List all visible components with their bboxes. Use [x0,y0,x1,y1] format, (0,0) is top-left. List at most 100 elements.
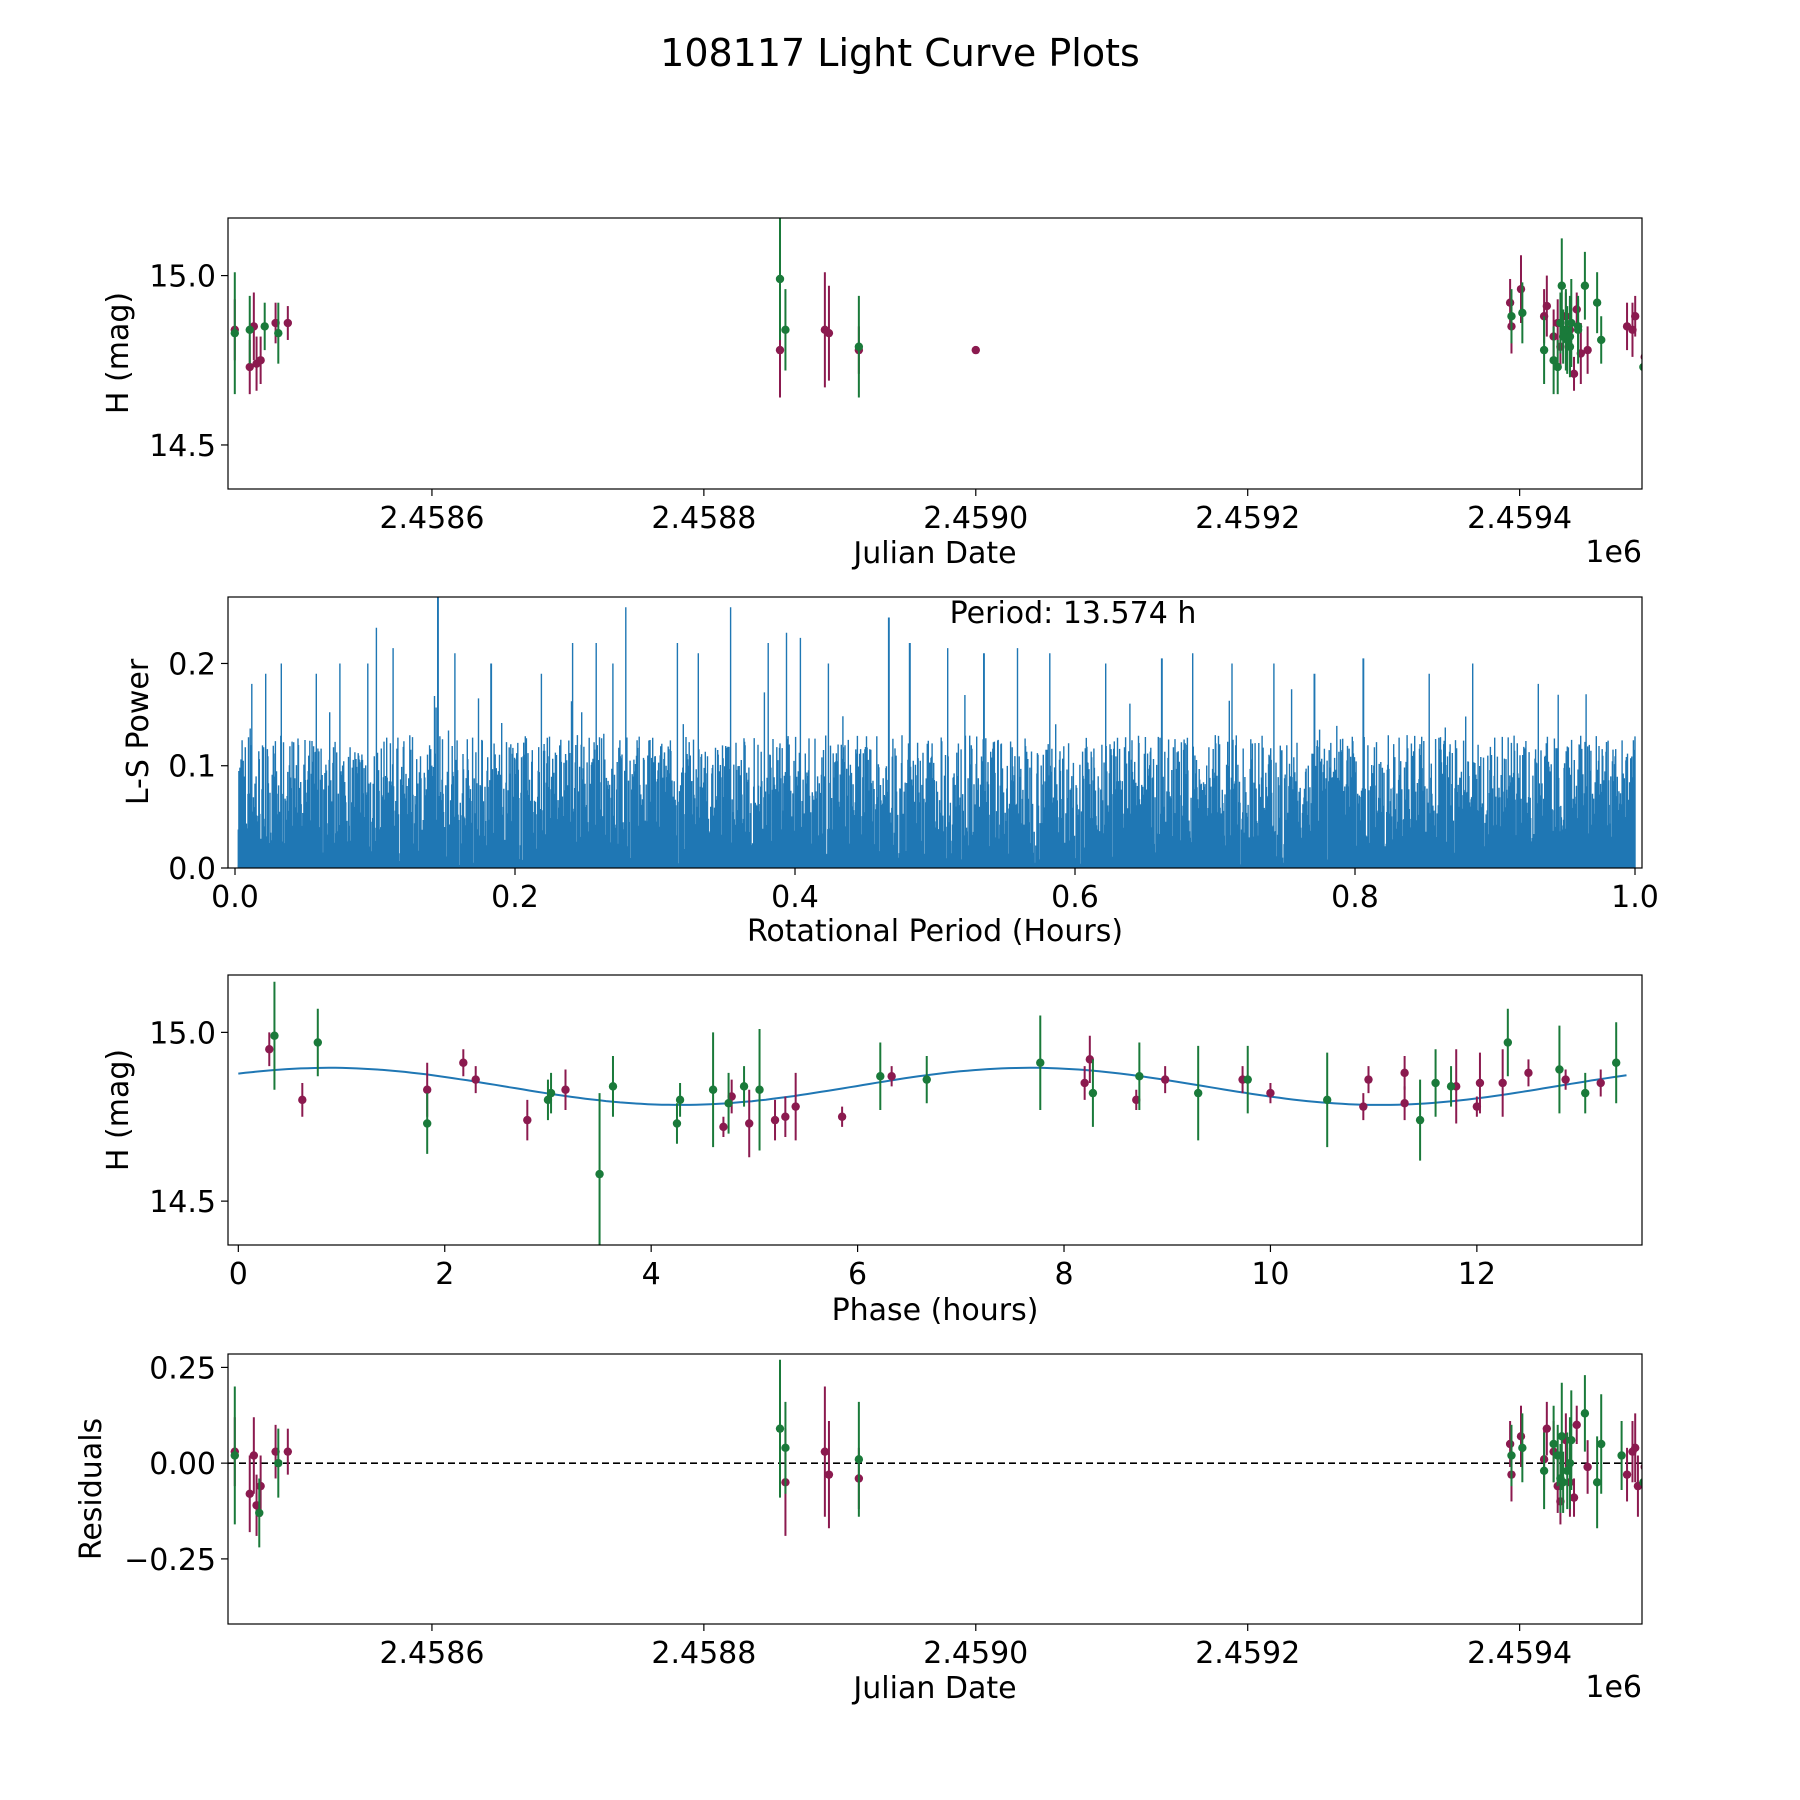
phased-light-curve-point-red [561,1085,570,1094]
periodogram-xlabel: Rotational Period (Hours) [747,914,1123,949]
light-curve-plot-area [230,218,1642,398]
phased-light-curve-marks [238,981,1627,1245]
phased-light-curve-panel: 0 2 4 6 8 10 12 14.5 15.0 Phase (hours) H (mag) [101,974,1643,1328]
periodogram-marks [237,597,1636,868]
phased-light-curve-point-red [471,1075,480,1084]
phased-light-curve-point-green [1431,1078,1440,1088]
residuals-xtick-label: 2.4590 [923,1636,1028,1671]
phased-light-curve-xtick-label: 0 [229,1257,248,1292]
light-curve-offset-label: 1e6 [1585,535,1642,570]
light-curve-ytick-label: 15.0 [149,260,216,295]
phased-light-curve-ytick-label: 14.5 [149,1185,216,1220]
residuals-point-red [1569,1493,1579,1502]
residuals-point-green [1580,1409,1590,1418]
residuals-point-green [1557,1432,1566,1441]
residuals-point-green [1592,1478,1602,1487]
residuals-point-green [230,1451,239,1460]
phased-light-curve-point-green [313,1038,322,1047]
phased-light-curve-xtick-label: 2 [435,1257,454,1292]
phased-light-curve-point-red [1475,1078,1485,1088]
phased-fit-curve [238,1066,1627,1106]
periodogram-xtick-label: 1.0 [1611,880,1659,915]
light-curve-point-red [283,318,293,328]
residuals-point-red [820,1447,830,1456]
light-curve-point-red [1583,345,1592,355]
phased-light-curve-point-green [1135,1072,1144,1081]
light-curve-xtick-label: 2.4590 [923,501,1028,536]
residuals-xlabel: Julian Date [851,1671,1016,1706]
phased-light-curve-point-red [1080,1078,1089,1088]
residuals-ticks: 2.4586 2.4588 2.4590 2.4592 2.4594 −0.25 0.00 0… [124,1351,1572,1671]
phased-light-curve-xtick-label: 8 [1054,1257,1073,1292]
phased-light-curve-point-green [1036,1058,1045,1067]
phased-light-curve-xtick-label: 12 [1458,1257,1496,1292]
light-curve-point-green [1580,281,1590,290]
residuals-axes-frame [227,1353,1643,1625]
light-curve-point-green [1565,332,1575,341]
phased-light-curve-point-red [298,1095,307,1105]
phased-light-curve-point-green [422,1119,432,1128]
phased-light-curve-point-red [1596,1078,1605,1088]
light-curve-point-green [260,322,269,331]
residuals-point-green [1597,1439,1606,1449]
periodogram-xtick-label: 0.8 [1331,880,1379,915]
light-curve-point-green [1557,281,1566,290]
phased-light-curve-ytick-label: 15.0 [149,1016,216,1051]
phased-light-curve-point-red [887,1072,896,1081]
phased-light-curve-plot-area [238,981,1627,1245]
phased-light-curve-xlabel: Phase (hours) [832,1293,1039,1328]
phased-light-curve-point-red [1364,1075,1373,1084]
light-curve-point-red [1516,284,1526,294]
light-curve-point-green [1549,356,1558,365]
phased-light-curve-point-red [1160,1075,1170,1084]
light-curve-ylabel: H (mag) [101,292,136,414]
light-curve-point-green [1573,325,1583,334]
residuals-point-green [1567,1435,1576,1445]
residuals-point-red [256,1481,265,1491]
residuals-point-red [1572,1420,1581,1430]
residuals-point-red [1583,1462,1592,1472]
phased-light-curve-point-red [770,1115,780,1125]
residuals-point-green [1558,1478,1568,1487]
residuals-point-green [1639,1478,1642,1487]
light-curve-point-green [1507,312,1516,321]
light-curve-point-red [245,362,254,372]
phased-light-curve-point-red [719,1122,728,1132]
phased-light-curve-point-red [523,1115,532,1125]
residuals-point-green [1507,1451,1516,1460]
periodogram-ylabel: L-S Power [121,658,156,805]
residuals-point-red [1631,1443,1640,1453]
phased-light-curve-point-green [1243,1075,1252,1084]
residuals-panel: 2.4586 2.4588 2.4590 2.4592 2.4594 −0.25 0.00 0… [74,1351,1643,1706]
phased-light-curve-ylabel: H (mag) [101,1049,136,1171]
phased-light-curve-point-green [755,1085,764,1094]
residuals-point-green [1617,1451,1626,1460]
residuals-point-red [245,1489,254,1498]
light-curve-point-red [971,345,980,355]
residuals-point-red [824,1470,834,1479]
residuals-point-red [1622,1470,1632,1479]
phased-light-curve-point-green [546,1088,556,1098]
residuals-point-green [781,1443,790,1453]
light-curve-point-green [1639,363,1642,372]
light-curve-panel: 2.4586 2.4588 2.4590 2.4592 2.4594 14.5 15.0 J… [101,217,1643,571]
light-curve-point-green [854,342,864,351]
phased-light-curve-point-green [922,1075,931,1084]
periodogram-ytick-label: 0.0 [168,852,216,887]
residuals-point-red [249,1451,259,1460]
residuals-ytick-label: −0.25 [124,1543,216,1578]
phased-light-curve-point-green [724,1099,733,1108]
light-curve-marks [230,218,1642,398]
light-curve-ytick-label: 14.5 [149,429,216,464]
residuals-point-red [1505,1439,1515,1449]
light-curve-xtick-label: 2.4592 [1195,501,1300,536]
residuals-ytick-label: 0.25 [149,1351,216,1386]
phased-light-curve-point-green [1193,1088,1203,1098]
light-curve-axes-frame [227,217,1643,490]
residuals-marks [228,1359,1642,1548]
figure-title: 108117 Light Curve Plots [660,31,1140,75]
phased-light-curve-point-red [745,1119,754,1128]
phased-light-curve-point-green [672,1119,682,1128]
phased-light-curve-point-green [1555,1065,1564,1074]
